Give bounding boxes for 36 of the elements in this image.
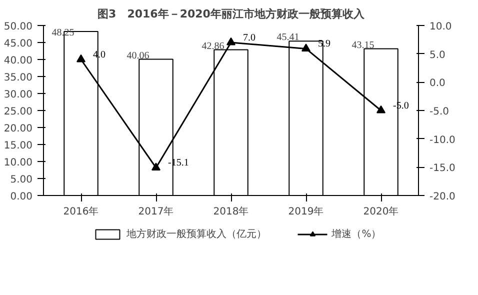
point: [76, 54, 86, 62]
point: [302, 44, 310, 52]
legend-label: 增速（%）: [332, 228, 382, 241]
x-tick-label: 2020年: [363, 206, 399, 218]
y2-tick-label: 0.0: [430, 78, 446, 90]
y-tick-label: 50.00: [4, 22, 33, 32]
y2-tick-label: -15.0: [430, 163, 456, 174]
point: [152, 162, 160, 171]
y2-tick-label: -20.0: [430, 192, 456, 202]
y-tick-label: 45.00: [4, 38, 33, 50]
y2-tick-label: 10.0: [430, 22, 452, 32]
y-tick-label: 40.00: [4, 56, 33, 66]
chart-title: 图3 2016年－2020年丽江市地方财政一般预算收入: [98, 8, 366, 20]
y-tick-label: 35.00: [4, 72, 33, 84]
y-tick-label: 10.00: [4, 158, 33, 168]
data-label: 7.0: [243, 32, 256, 44]
y-tick-label: 0.00: [10, 192, 32, 202]
y-tick-label: 5.00: [10, 174, 32, 186]
y-tick-label: 15.00: [4, 140, 33, 152]
data-label: 43.15: [352, 40, 374, 51]
y2-tick-label: -5.0: [430, 106, 450, 118]
legend-label: 地方财政一般预算收入（亿元）: [126, 228, 267, 241]
y-tick-label: 25.00: [4, 106, 33, 118]
data-label: 45.41: [276, 32, 300, 44]
y-tick-label: 30.00: [4, 90, 33, 100]
y2-tick-label: 5.0: [430, 50, 446, 61]
y2-tick-label: -10.0: [430, 134, 456, 146]
point: [376, 105, 386, 114]
x-tick-label: 2019年: [288, 206, 324, 218]
data-label: 40.06: [126, 50, 150, 62]
x-tick-label: 2017年: [138, 206, 174, 218]
y-tick-label: 20.00: [4, 124, 33, 134]
x-tick-label: 2018年: [213, 206, 249, 218]
x-tick-label: 2016年: [63, 206, 99, 218]
point: [226, 37, 236, 46]
data-label: 42.86: [202, 40, 224, 52]
